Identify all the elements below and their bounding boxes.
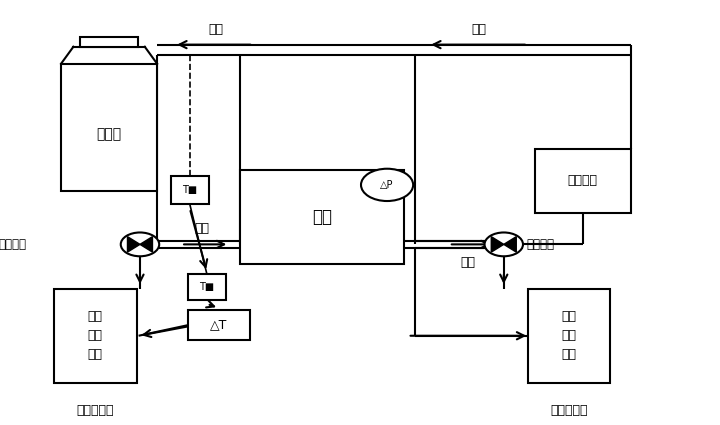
Bar: [188, 274, 226, 300]
Text: 冷冻水泵: 冷冻水泵: [0, 238, 27, 251]
Bar: [54, 289, 137, 382]
Text: 主机: 主机: [312, 208, 332, 226]
Text: △P: △P: [380, 180, 394, 190]
Text: 冷却塔: 冷却塔: [96, 127, 122, 141]
Polygon shape: [504, 237, 516, 252]
Text: 冷冻水回路: 冷冻水回路: [76, 404, 114, 417]
Text: △T: △T: [210, 319, 228, 332]
Bar: [528, 289, 610, 382]
Text: 出水: 出水: [471, 23, 486, 36]
Text: 进水: 进水: [194, 222, 210, 235]
Circle shape: [361, 169, 413, 201]
Text: 冷冻水回路: 冷冻水回路: [550, 404, 588, 417]
Bar: [61, 64, 157, 191]
Text: 出水: 出水: [208, 23, 223, 36]
Text: 智能
控制
装置: 智能 控制 装置: [562, 310, 577, 361]
Bar: [240, 170, 404, 264]
Text: 冷冻水泵: 冷冻水泵: [526, 238, 554, 251]
Polygon shape: [491, 237, 504, 252]
Text: 智能
控制
装置: 智能 控制 装置: [88, 310, 103, 361]
Text: 热交换器: 热交换器: [567, 174, 598, 187]
Bar: [535, 149, 631, 212]
Bar: [80, 37, 138, 47]
Bar: [188, 310, 250, 340]
Circle shape: [485, 232, 523, 256]
Text: 进水: 进水: [461, 256, 476, 269]
Text: T■: T■: [199, 282, 215, 292]
Polygon shape: [140, 237, 153, 252]
Circle shape: [121, 232, 159, 256]
Polygon shape: [127, 237, 140, 252]
Text: T■: T■: [182, 185, 197, 195]
Bar: [171, 176, 209, 204]
